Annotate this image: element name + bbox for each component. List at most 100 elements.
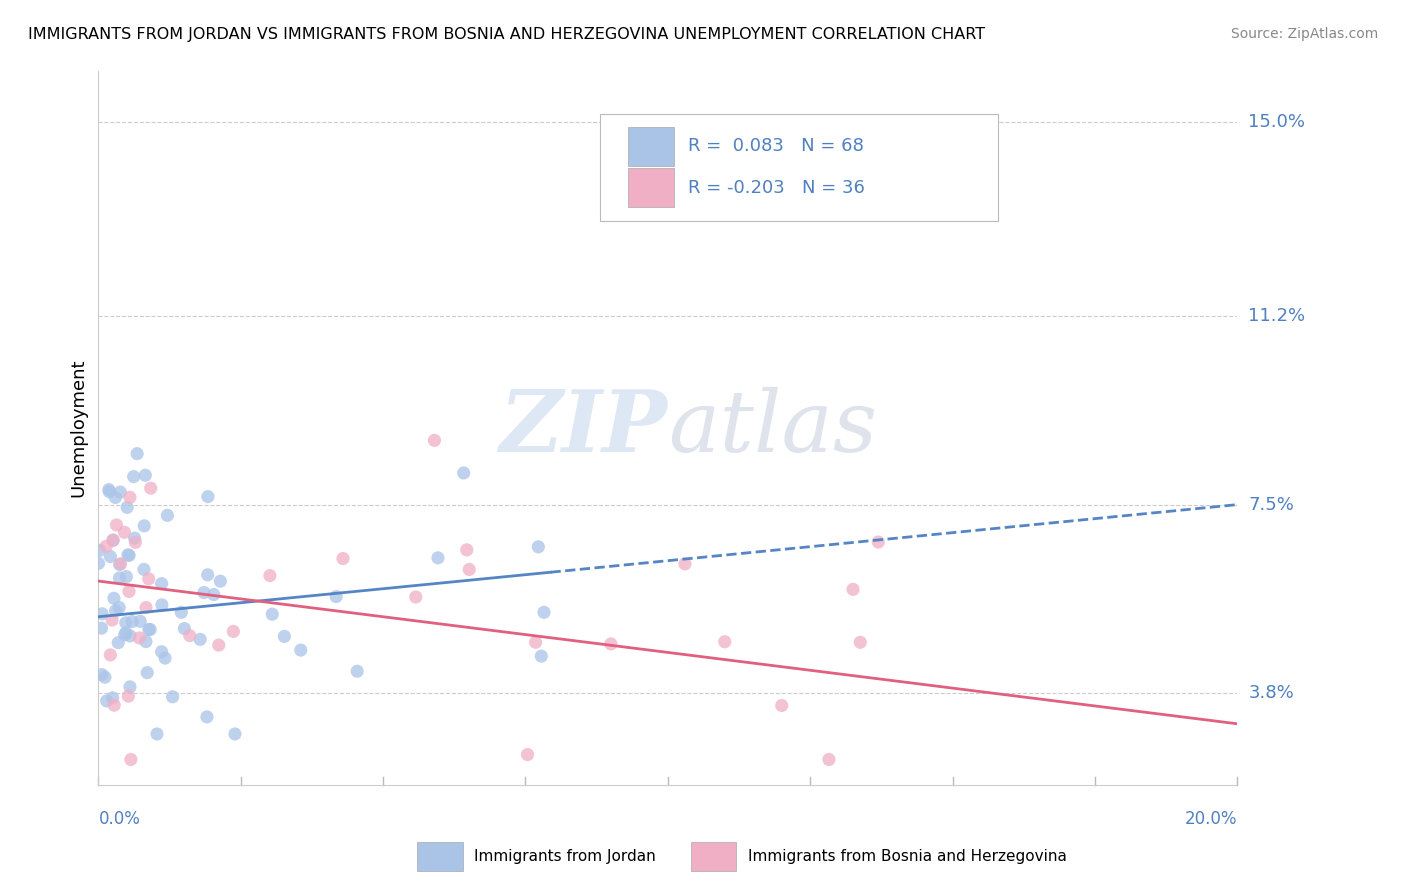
Point	[122, 469, 145, 483]
Point	[162, 690, 184, 704]
Point	[136, 665, 159, 680]
Point	[110, 557, 132, 571]
Point	[105, 518, 128, 533]
Point	[153, 651, 176, 665]
Point	[114, 628, 136, 642]
Point	[150, 645, 173, 659]
Point	[134, 518, 156, 533]
Bar	[690, 842, 737, 871]
Point	[405, 590, 427, 604]
Point	[97, 483, 120, 497]
Point	[600, 637, 623, 651]
Point	[202, 588, 225, 602]
Point	[849, 635, 872, 649]
Point	[108, 571, 131, 585]
Point	[120, 629, 142, 643]
Point	[118, 680, 141, 694]
Bar	[418, 842, 463, 871]
Point	[138, 572, 160, 586]
Point	[90, 667, 112, 681]
Point	[107, 635, 129, 649]
Point	[818, 752, 841, 766]
Text: IMMIGRANTS FROM JORDAN VS IMMIGRANTS FROM BOSNIA AND HERZEGOVINA UNEMPLOYMENT CO: IMMIGRANTS FROM JORDAN VS IMMIGRANTS FRO…	[28, 27, 986, 42]
Point	[120, 752, 142, 766]
Point	[127, 447, 149, 461]
Point	[103, 591, 125, 606]
Point	[197, 567, 219, 582]
Text: Immigrants from Bosnia and Herzegovina: Immigrants from Bosnia and Herzegovina	[748, 849, 1066, 863]
Text: Immigrants from Jordan: Immigrants from Jordan	[474, 849, 657, 863]
Point	[527, 540, 550, 554]
Point	[146, 727, 169, 741]
Point	[124, 531, 146, 545]
Point	[208, 638, 231, 652]
Point	[423, 434, 446, 448]
Text: 0.0%: 0.0%	[98, 810, 141, 828]
Point	[87, 556, 110, 570]
Point	[524, 635, 547, 649]
Point	[103, 698, 125, 713]
Point	[139, 481, 162, 495]
Point	[101, 690, 124, 705]
Point	[101, 533, 124, 548]
Text: R = -0.203   N = 36: R = -0.203 N = 36	[689, 178, 865, 196]
Point	[91, 607, 114, 621]
Point	[195, 710, 218, 724]
Point	[90, 621, 112, 635]
Point	[325, 590, 347, 604]
Point	[117, 689, 139, 703]
Point	[188, 632, 211, 647]
Point	[842, 582, 865, 597]
Point	[114, 525, 136, 540]
Point	[115, 569, 138, 583]
Point	[714, 634, 737, 648]
Point	[156, 508, 179, 523]
Text: R =  0.083   N = 68: R = 0.083 N = 68	[689, 137, 865, 155]
Point	[94, 539, 117, 553]
Point	[135, 600, 157, 615]
Point	[673, 557, 696, 571]
Point	[170, 605, 193, 619]
Point	[98, 484, 121, 499]
Point	[94, 670, 117, 684]
Point	[98, 648, 121, 662]
Text: Source: ZipAtlas.com: Source: ZipAtlas.com	[1230, 27, 1378, 41]
Point	[139, 623, 162, 637]
Text: 20.0%: 20.0%	[1185, 810, 1237, 828]
Point	[427, 550, 450, 565]
Point	[115, 500, 138, 515]
Point	[118, 491, 141, 505]
Point	[193, 585, 215, 599]
Point	[98, 549, 121, 564]
Point	[118, 549, 141, 563]
Point	[134, 468, 156, 483]
Point	[108, 558, 131, 572]
Point	[128, 631, 150, 645]
Point	[150, 576, 173, 591]
Point	[129, 615, 152, 629]
Point	[114, 615, 136, 630]
Bar	[628, 168, 673, 207]
Point	[222, 624, 245, 639]
Point	[118, 584, 141, 599]
Point	[770, 698, 793, 713]
Point	[533, 605, 555, 619]
Text: 15.0%: 15.0%	[1249, 113, 1305, 131]
Point	[332, 551, 354, 566]
Text: 7.5%: 7.5%	[1249, 496, 1295, 514]
Point	[150, 598, 173, 612]
Point	[179, 629, 201, 643]
Text: atlas: atlas	[668, 387, 877, 469]
Point	[273, 629, 295, 643]
Point	[197, 490, 219, 504]
Text: ZIP: ZIP	[501, 386, 668, 470]
Point	[868, 535, 890, 549]
Y-axis label: Unemployment: Unemployment	[69, 359, 87, 498]
Point	[262, 607, 284, 622]
Point	[117, 548, 139, 562]
Point	[115, 625, 138, 640]
Point	[138, 623, 160, 637]
Point	[453, 466, 475, 480]
Point	[456, 542, 478, 557]
Point	[104, 491, 127, 505]
